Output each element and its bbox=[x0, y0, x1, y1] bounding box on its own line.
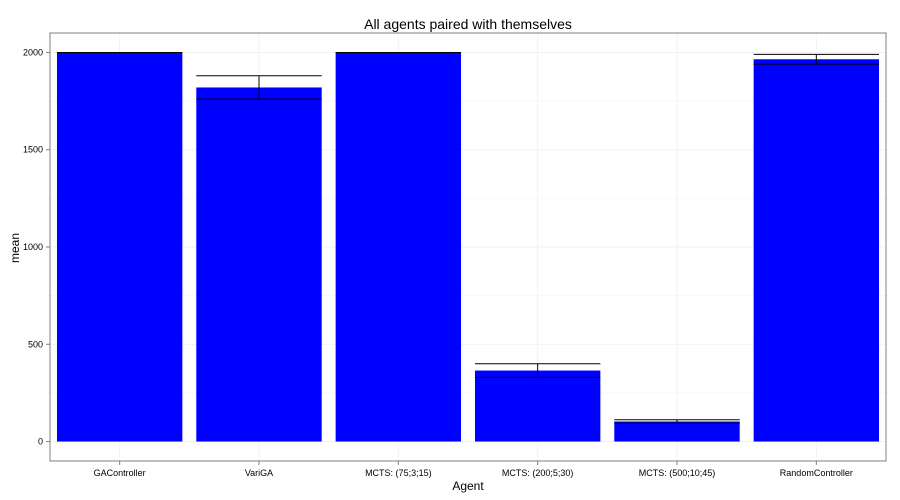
y-tick-label: 1000 bbox=[23, 242, 43, 252]
x-tick-label: MCTS: (500;10;45) bbox=[639, 468, 716, 478]
error-bar-3 bbox=[474, 363, 601, 378]
bar-0 bbox=[56, 52, 183, 442]
bar-1 bbox=[196, 87, 322, 442]
x-tick-label: RandomController bbox=[780, 468, 853, 478]
x-tick-label: GAController bbox=[94, 468, 146, 478]
x-axis-title: Agent bbox=[452, 479, 484, 493]
bar-3 bbox=[474, 370, 601, 442]
y-tick-label: 2000 bbox=[23, 47, 43, 57]
y-axis-title: mean bbox=[8, 233, 22, 263]
x-axis: GAController VariGA MCTS: (75;3;15) MCTS: (… bbox=[94, 461, 853, 478]
x-tick-label: VariGA bbox=[245, 468, 273, 478]
error-bar-4 bbox=[614, 419, 740, 424]
x-tick-label: MCTS: (75;3;15) bbox=[365, 468, 432, 478]
x-tick-label: MCTS: (200;5;30) bbox=[502, 468, 574, 478]
y-tick-label: 1500 bbox=[23, 145, 43, 155]
error-bar-5 bbox=[753, 53, 880, 65]
chart-title: All agents paired with themselves bbox=[364, 16, 572, 32]
bars bbox=[56, 52, 880, 442]
bar-2 bbox=[335, 52, 462, 442]
y-axis: 0 500 1000 1500 2000 bbox=[23, 47, 50, 447]
error-bars bbox=[56, 51, 880, 424]
y-tick-label: 500 bbox=[28, 339, 43, 349]
error-bar-1 bbox=[196, 75, 322, 100]
bar-5 bbox=[753, 59, 880, 442]
bar-4 bbox=[614, 421, 740, 442]
y-tick-label: 0 bbox=[38, 437, 43, 447]
